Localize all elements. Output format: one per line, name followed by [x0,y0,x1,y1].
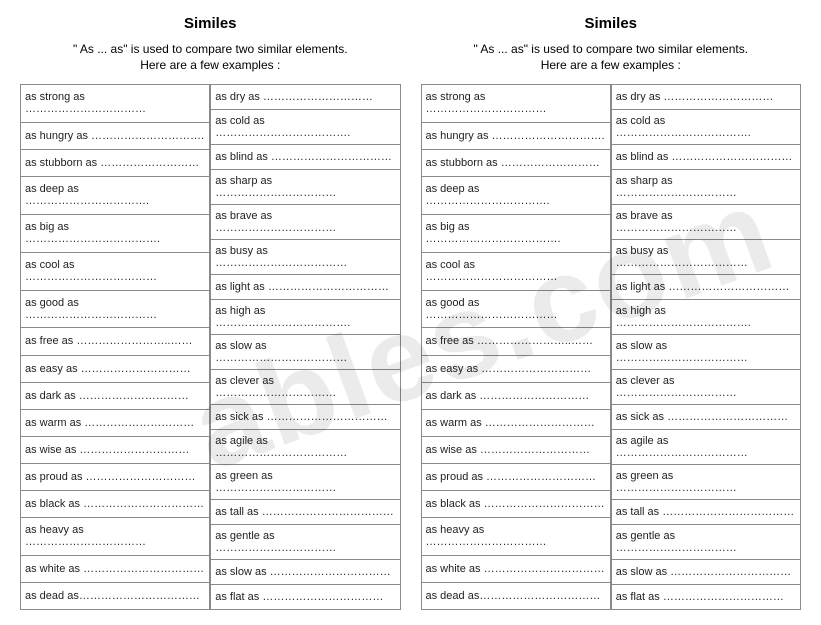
table-cell: as slow as ……………………………… [611,335,800,370]
table-left-col2: as dry as ………………………… as cold as ……………………… [210,84,400,610]
tbody-left-col2: as dry as ………………………… as cold as ……………………… [211,85,400,610]
table-cell: as agile as ……………………………… [611,430,800,465]
table-cell: as high as ………………………………. [611,300,800,335]
table-cell: as dry as ………………………… [611,85,800,110]
table-cell: as strong as …………………………… [21,85,210,123]
table-cell: as sharp as …………………………… [211,170,400,205]
table-cell: as big as ………………………………. [421,214,610,252]
table-cell: as stubborn as ……………………… [21,149,210,176]
table-right-col1: as strong as …………………………… as hungry as ……… [421,84,611,610]
table-cell: as sharp as …………………………… [611,170,800,205]
table-cell: as busy as ……………………………… [611,240,800,275]
subtitle2-right: Here are a few examples : [421,58,802,72]
table-cell: as dry as ………………………… [211,85,400,110]
table-cell: as good as ……………………………… [421,290,610,328]
table-cell: as busy as ……………………………… [211,240,400,275]
table-cell: as free as ……………………..…… [421,328,610,355]
table-cell: as warm as ………………………… [21,409,210,436]
table-cell: as tall as ……………………………… [611,500,800,525]
table-cell: as dark as ………………………… [21,382,210,409]
table-cell: as clever as …………………………… [211,370,400,405]
table-cell: as strong as …………………………… [421,85,610,123]
table-cell: as deep as ……………………………. [21,176,210,214]
table-cell: as cool as ……………………………… [21,252,210,290]
table-cell: as stubborn as ……………………… [421,149,610,176]
table-cell: as wise as ………………………… [21,436,210,463]
table-cell: as black as …………………………… [421,490,610,517]
table-cell: as brave as …………………………… [211,205,400,240]
table-cell: as deep as ……………………………. [421,176,610,214]
table-cell: as flat as …………………………… [611,585,800,610]
table-cell: as sick as …………………………… [611,405,800,430]
table-cell: as easy as ………………………… [421,355,610,382]
table-cell: as slow as ……………………………… [211,335,400,370]
tbody-left-col1: as strong as …………………………… as hungry as ……… [21,85,210,610]
subtitle2-left: Here are a few examples : [20,58,401,72]
subtitle1-right: " As ... as" is used to compare two simi… [421,42,802,56]
table-cell: as light as …………………………… [611,275,800,300]
table-cell: as green as …………………………… [611,465,800,500]
table-cell: as cold as ………………………………. [611,110,800,145]
table-cell: as wise as ………………………… [421,436,610,463]
table-cell: as good as ……………………………… [21,290,210,328]
table-left-col1: as strong as …………………………… as hungry as ……… [20,84,210,610]
table-wrap-right: as strong as …………………………… as hungry as ……… [421,84,802,610]
table-cell: as high as ………………………………. [211,300,400,335]
table-cell: as agile as ……………………………… [211,430,400,465]
worksheet-left: Similes " As ... as" is used to compare … [10,15,411,610]
title-right: Similes [421,15,802,32]
table-cell: as hungry as …………………………. [421,122,610,149]
table-cell: as dead as…………………………… [21,582,210,609]
table-right-col2: as dry as ………………………… as cold as ……………………… [611,84,801,610]
table-cell: as gentle as …………………………… [611,525,800,560]
table-cell: as blind as …………………………… [211,145,400,170]
subtitle1-left: " As ... as" is used to compare two simi… [20,42,401,56]
table-cell: as black as …………………………… [21,490,210,517]
table-cell: as gentle as …………………………… [211,525,400,560]
table-cell: as cool as ……………………………… [421,252,610,290]
title-left: Similes [20,15,401,32]
tbody-right-col1: as strong as …………………………… as hungry as ……… [421,85,610,610]
table-cell: as light as …………………………… [211,275,400,300]
table-cell: as hungry as …………………………. [21,122,210,149]
table-cell: as tall as ……………………………… [211,500,400,525]
table-cell: as green as …………………………… [211,465,400,500]
table-cell: as easy as ………………………… [21,355,210,382]
table-cell: as cold as ………………………………. [211,110,400,145]
table-cell: as warm as ………………………… [421,409,610,436]
table-cell: as blind as …………………………… [611,145,800,170]
tbody-right-col2: as dry as ………………………… as cold as ……………………… [611,85,800,610]
page-container: Similes " As ... as" is used to compare … [0,0,821,625]
table-cell: as big as ………………………………. [21,214,210,252]
table-cell: as brave as …………………………… [611,205,800,240]
worksheet-right: Similes " As ... as" is used to compare … [411,15,812,610]
table-cell: as heavy as …………………………… [21,517,210,555]
table-cell: as proud as ………………………… [421,463,610,490]
table-cell: as dead as…………………………… [421,582,610,609]
table-cell: as white as …………………………… [421,555,610,582]
table-cell: as dark as ………………………… [421,382,610,409]
table-cell: as white as …………………………… [21,555,210,582]
table-cell: as heavy as …………………………… [421,517,610,555]
table-cell: as proud as ………………………… [21,463,210,490]
table-cell: as clever as …………………………… [611,370,800,405]
table-cell: as free as ……………………..…… [21,328,210,355]
table-cell: as sick as …………………………… [211,405,400,430]
table-cell: as flat as …………………………… [211,585,400,610]
table-wrap-left: as strong as …………………………… as hungry as ……… [20,84,401,610]
